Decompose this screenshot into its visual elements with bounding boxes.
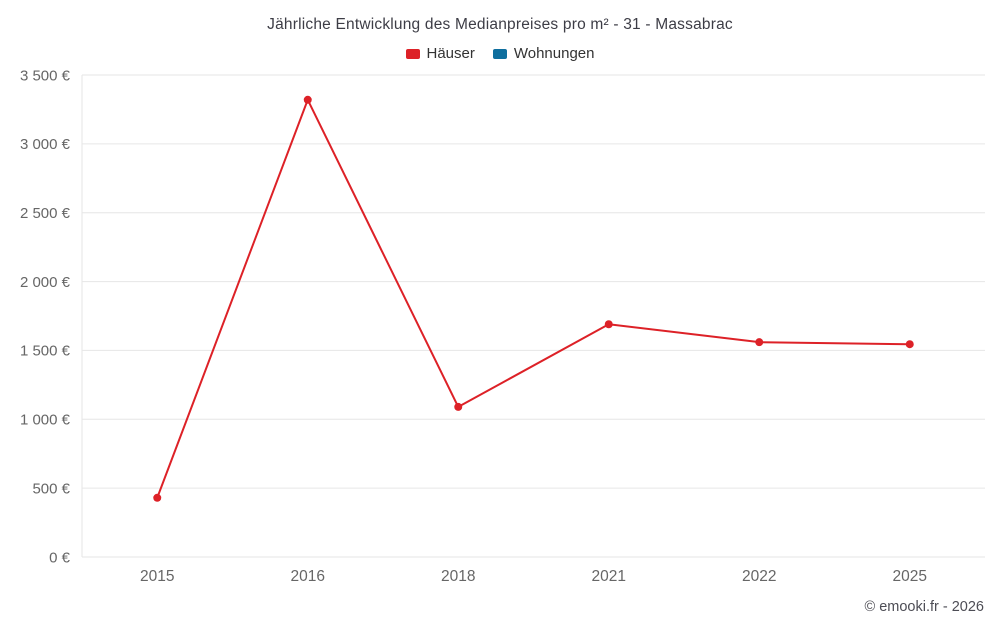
series-line bbox=[156, 98, 911, 499]
x-tick-label: 2015 bbox=[140, 568, 174, 585]
legend-label-hauser: Häuser bbox=[426, 45, 475, 62]
data-point[interactable] bbox=[905, 340, 914, 349]
legend-label-wohnungen: Wohnungen bbox=[513, 45, 595, 62]
y-tick-label: 1 000 € bbox=[20, 412, 71, 429]
x-tick-label: 2018 bbox=[441, 568, 475, 585]
copyright-text: © emooki.fr - 2026 bbox=[864, 599, 984, 615]
chart-title: Jährliche Entwicklung des Medianpreises … bbox=[267, 16, 733, 33]
chart-legend: Häuser Wohnungen bbox=[0, 45, 1000, 62]
y-tick-label: 0 € bbox=[49, 549, 71, 566]
y-tick-label: 2 000 € bbox=[20, 274, 71, 291]
wohnungen-series-marker-icon bbox=[492, 48, 507, 59]
hauser-series-marker-icon bbox=[405, 48, 420, 59]
x-tick-label: 2021 bbox=[592, 568, 626, 585]
data-point[interactable] bbox=[454, 402, 463, 411]
y-tick-label: 500 € bbox=[32, 480, 70, 497]
x-tick-label: 2022 bbox=[742, 568, 776, 585]
y-tick-label: 3 500 € bbox=[20, 67, 71, 84]
data-point[interactable] bbox=[153, 493, 162, 502]
legend-item-hauser[interactable]: Häuser bbox=[405, 45, 475, 62]
x-tick-label: 2025 bbox=[893, 568, 927, 585]
legend-item-wohnungen[interactable]: Wohnungen bbox=[492, 45, 595, 62]
y-tick-label: 3 000 € bbox=[20, 136, 71, 153]
y-tick-label: 1 500 € bbox=[20, 343, 71, 360]
y-tick-label: 2 500 € bbox=[20, 205, 71, 222]
data-point[interactable] bbox=[755, 338, 764, 347]
data-point[interactable] bbox=[604, 320, 613, 329]
x-tick-label: 2016 bbox=[291, 568, 325, 585]
data-point[interactable] bbox=[303, 95, 312, 104]
